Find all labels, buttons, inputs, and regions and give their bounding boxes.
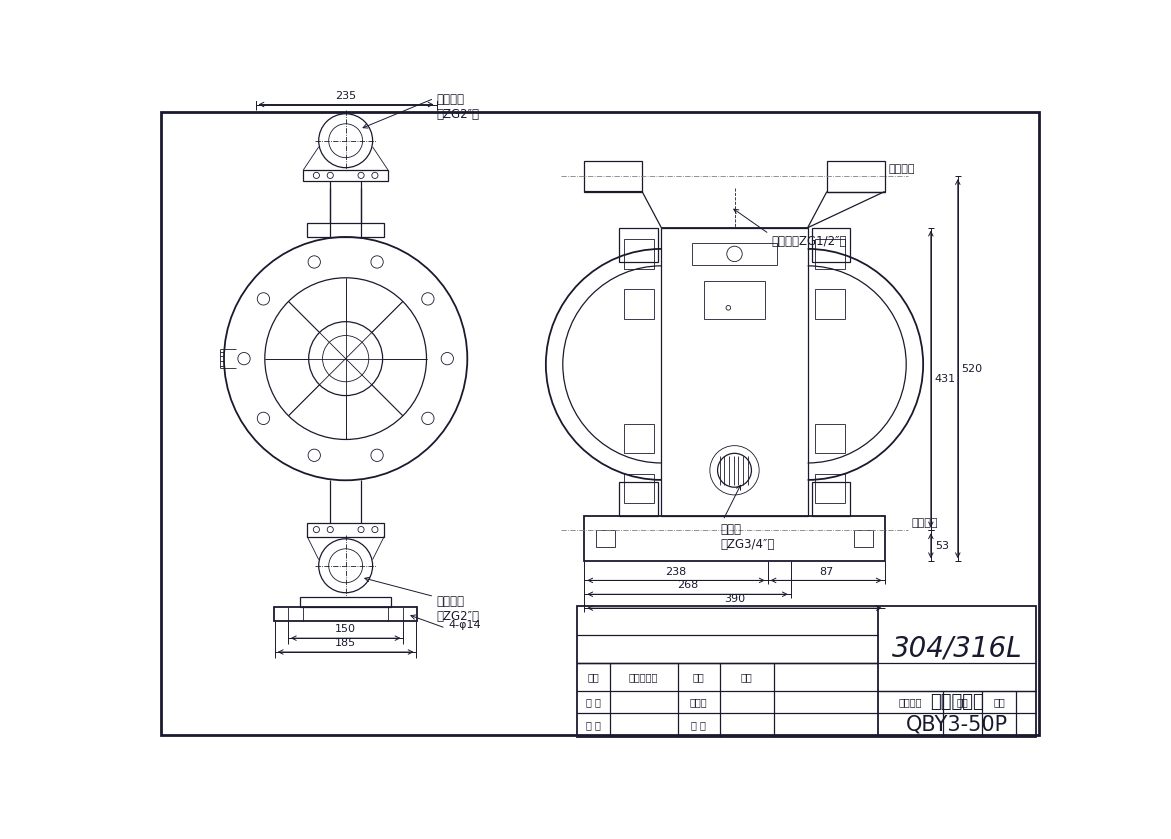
Text: QBY3-50P: QBY3-50P bbox=[906, 715, 1008, 735]
Text: 图样标记: 图样标记 bbox=[898, 697, 923, 707]
Text: 进气口（ZG1/2″）: 进气口（ZG1/2″） bbox=[772, 236, 847, 248]
Bar bbox=[662, 227, 808, 517]
Bar bbox=[815, 239, 844, 268]
Text: （出口）: （出口） bbox=[889, 164, 915, 174]
Bar bbox=[584, 517, 884, 561]
Text: 比例: 比例 bbox=[993, 697, 1005, 707]
Bar bbox=[307, 523, 384, 536]
Text: 更改文件号: 更改文件号 bbox=[629, 672, 658, 682]
Text: 235: 235 bbox=[335, 91, 357, 101]
Bar bbox=[274, 607, 417, 621]
Text: 431: 431 bbox=[934, 374, 956, 384]
Bar bbox=[619, 227, 657, 263]
Bar bbox=[300, 597, 391, 607]
Bar bbox=[827, 161, 884, 191]
Bar bbox=[815, 474, 844, 503]
Text: 53: 53 bbox=[934, 541, 949, 550]
Bar bbox=[584, 161, 642, 191]
Text: 268: 268 bbox=[677, 581, 698, 591]
Bar bbox=[692, 243, 776, 264]
Text: 304/316L: 304/316L bbox=[892, 634, 1022, 662]
Bar bbox=[854, 530, 874, 547]
Text: 消声器
（ZG3/4″）: 消声器 （ZG3/4″） bbox=[720, 523, 775, 550]
Bar bbox=[303, 170, 388, 180]
Text: 物料进口
（ZG2″）: 物料进口 （ZG2″） bbox=[437, 595, 479, 623]
Text: 238: 238 bbox=[665, 566, 686, 576]
Bar bbox=[619, 482, 657, 517]
Bar bbox=[812, 227, 850, 263]
Text: 批 准: 批 准 bbox=[691, 720, 706, 730]
Text: 签字: 签字 bbox=[693, 672, 705, 682]
Text: 日期: 日期 bbox=[741, 672, 753, 682]
Bar bbox=[624, 424, 653, 453]
Text: 150: 150 bbox=[335, 624, 356, 634]
Bar bbox=[577, 606, 1036, 737]
Text: 87: 87 bbox=[819, 566, 834, 576]
Bar bbox=[812, 482, 850, 517]
Text: 标准化: 标准化 bbox=[690, 697, 707, 707]
Text: 185: 185 bbox=[335, 638, 356, 649]
Bar bbox=[624, 239, 653, 268]
Text: 审 核: 审 核 bbox=[587, 720, 601, 730]
Text: 标记: 标记 bbox=[588, 672, 600, 682]
Bar bbox=[704, 281, 766, 320]
Text: 安装尺寸图: 安装尺寸图 bbox=[930, 693, 984, 711]
Bar bbox=[624, 474, 653, 503]
Text: 设 计: 设 计 bbox=[587, 697, 601, 707]
Text: 390: 390 bbox=[724, 594, 745, 604]
Text: 4-φ14: 4-φ14 bbox=[448, 620, 480, 630]
Text: 重量: 重量 bbox=[957, 697, 968, 707]
Text: 物料出口
（ZG2″）: 物料出口 （ZG2″） bbox=[437, 93, 479, 121]
Text: （进口）: （进口） bbox=[911, 518, 938, 528]
Bar bbox=[596, 530, 615, 547]
Bar bbox=[307, 223, 384, 237]
Bar bbox=[815, 424, 844, 453]
Bar bbox=[624, 289, 653, 319]
Text: 520: 520 bbox=[961, 363, 982, 373]
Bar bbox=[815, 289, 844, 319]
